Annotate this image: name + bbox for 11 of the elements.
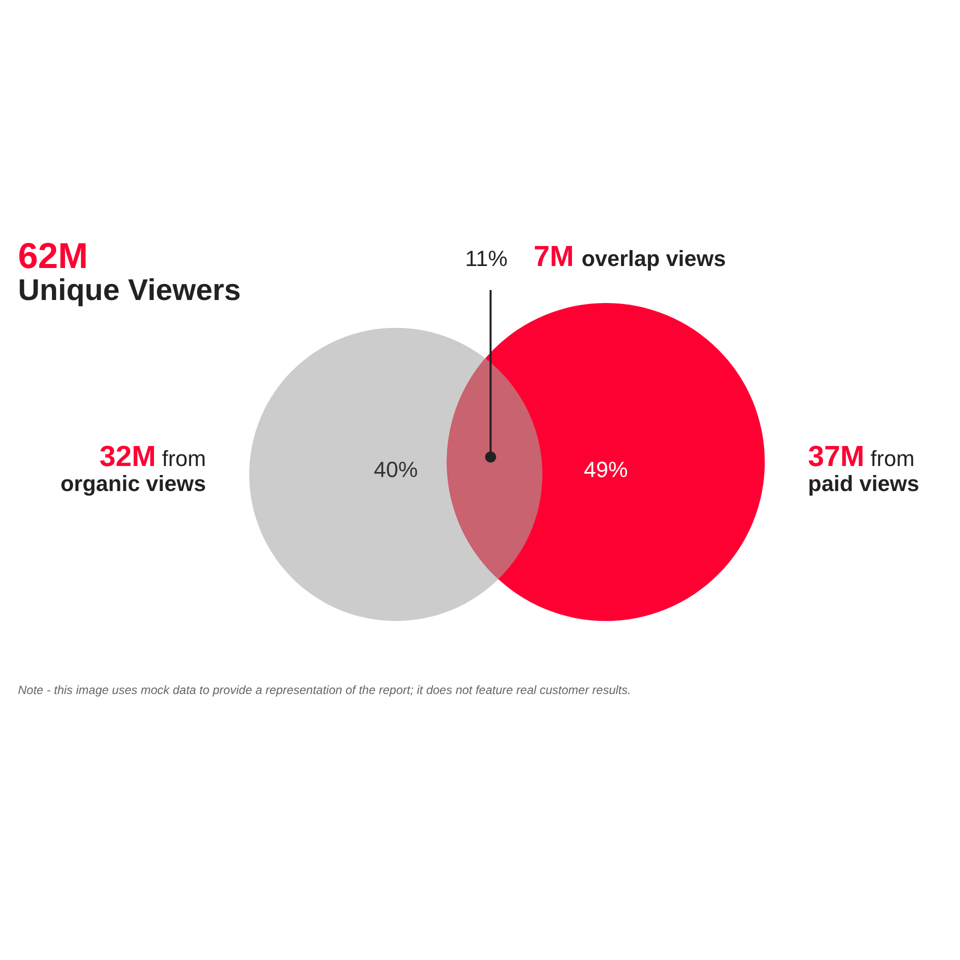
category-label: overlap views bbox=[582, 246, 726, 271]
data-label: 37M from bbox=[808, 441, 915, 473]
data-label: 32M from bbox=[99, 441, 206, 473]
text: Note - this image uses mock data to provide a representation of the report; it does not feature real customer results. bbox=[18, 683, 631, 697]
data-label: 40% bbox=[374, 457, 418, 482]
category-label: paid views bbox=[808, 471, 920, 496]
category-label: organic views bbox=[60, 471, 206, 496]
data-label: 49% bbox=[584, 457, 628, 482]
data-label: 7M bbox=[534, 241, 574, 273]
text: 62M Unique Viewers bbox=[18, 235, 241, 307]
data-label: 11% bbox=[465, 246, 508, 271]
